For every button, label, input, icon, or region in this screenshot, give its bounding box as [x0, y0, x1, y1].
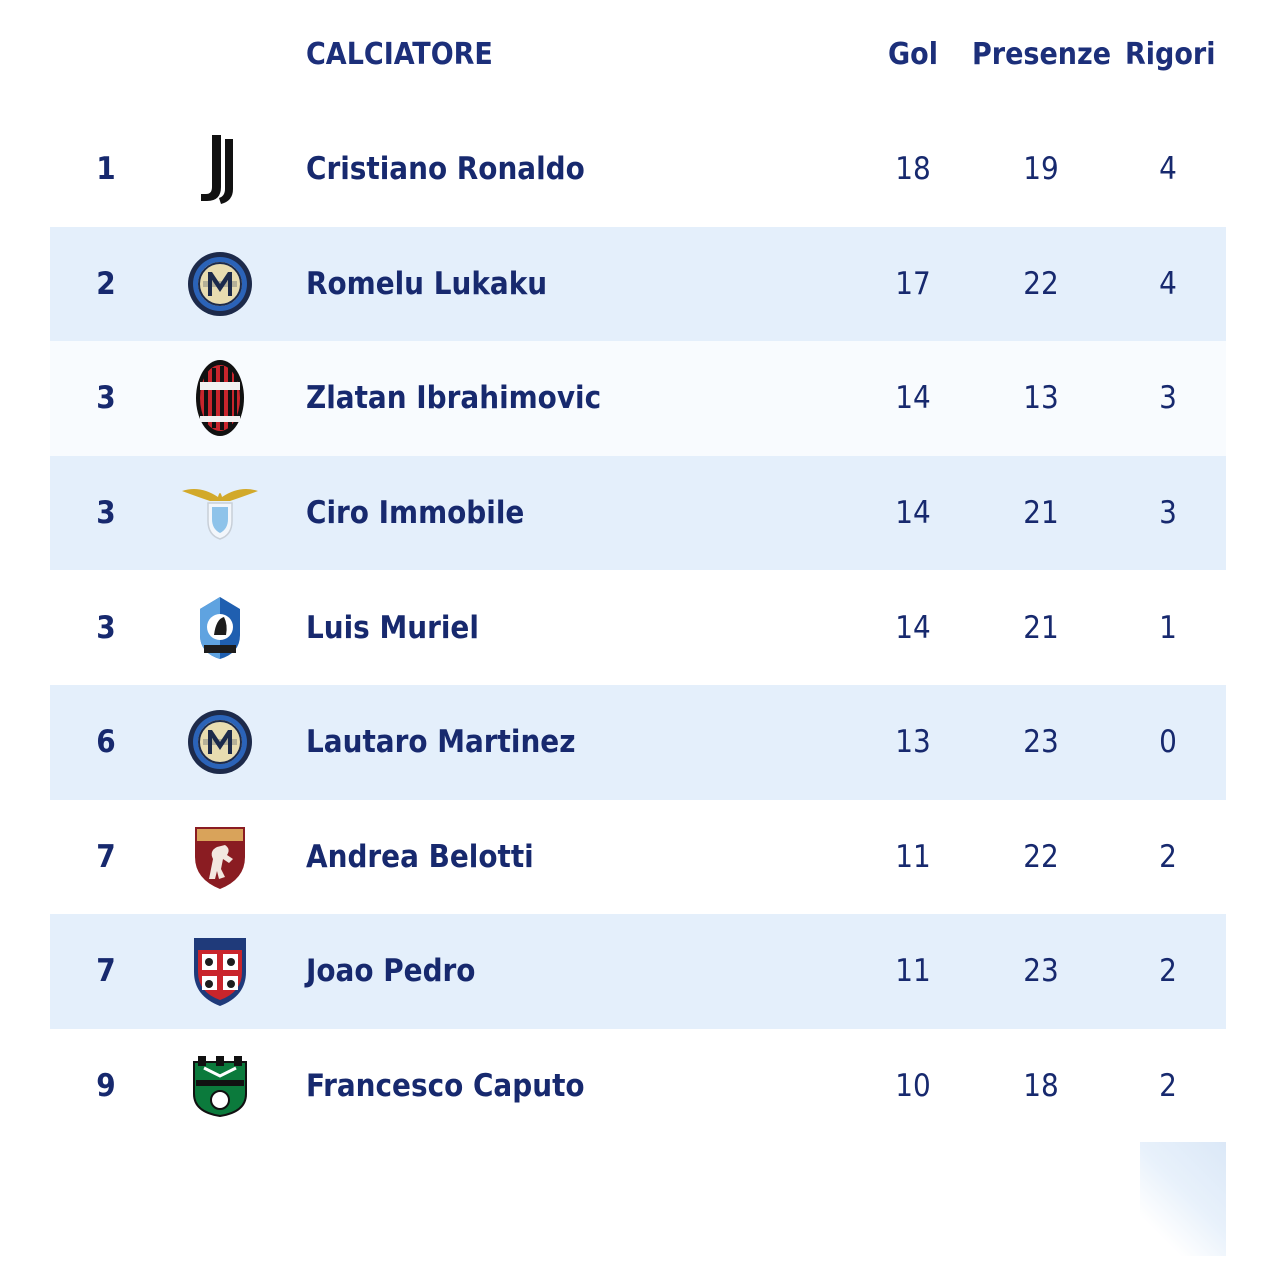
- cagliari-logo-icon: [178, 914, 262, 1029]
- rank-cell: 6: [96, 724, 116, 761]
- rank-cell: 9: [96, 1068, 116, 1105]
- corner-decoration: [1140, 1142, 1226, 1256]
- penalties-cell: 3: [1159, 495, 1177, 532]
- table-header: CALCIATORE Gol Presenze Rigori: [50, 0, 1226, 112]
- goals-cell: 17: [895, 265, 931, 302]
- rank-cell: 3: [96, 609, 116, 646]
- rank-cell: 2: [96, 265, 116, 302]
- goals-cell: 14: [895, 609, 931, 646]
- table-row[interactable]: 2 Romelu Lukaku 17 22 4: [50, 226, 1226, 342]
- player-name[interactable]: Ciro Immobile: [306, 495, 525, 532]
- penalties-cell: 4: [1159, 151, 1177, 188]
- player-name[interactable]: Joao Pedro: [306, 953, 476, 990]
- appearances-cell: 21: [1023, 609, 1059, 646]
- table-row[interactable]: 9 Francesco Caputo 10 18 2: [50, 1028, 1226, 1144]
- table-row[interactable]: 1 Cristiano Ronaldo 18 19 4: [50, 112, 1226, 227]
- rank-cell: 7: [96, 838, 116, 875]
- rank-cell: 7: [96, 953, 116, 990]
- penalties-cell: 0: [1159, 724, 1177, 761]
- appearances-cell: 19: [1023, 151, 1059, 188]
- penalties-cell: 2: [1159, 953, 1177, 990]
- header-player[interactable]: CALCIATORE: [306, 37, 493, 72]
- atalanta-logo-icon: [178, 570, 262, 685]
- goals-cell: 11: [895, 953, 931, 990]
- goals-cell: 14: [895, 380, 931, 417]
- header-goals[interactable]: Gol: [888, 37, 938, 72]
- player-name[interactable]: Zlatan Ibrahimovic: [306, 380, 602, 417]
- player-name[interactable]: Andrea Belotti: [306, 838, 534, 875]
- header-appearances[interactable]: Presenze: [972, 37, 1112, 72]
- juventus-logo-icon: [178, 112, 262, 227]
- appearances-cell: 23: [1023, 953, 1059, 990]
- rank-cell: 3: [96, 495, 116, 532]
- table-row[interactable]: 6 Lautaro Martinez 13 23 0: [50, 684, 1226, 800]
- player-name[interactable]: Luis Muriel: [306, 609, 479, 646]
- goals-cell: 13: [895, 724, 931, 761]
- sassuolo-logo-icon: [178, 1029, 262, 1144]
- inter-logo-icon: [178, 227, 262, 342]
- player-name[interactable]: Romelu Lukaku: [306, 265, 548, 302]
- goals-cell: 14: [895, 495, 931, 532]
- player-name[interactable]: Cristiano Ronaldo: [306, 151, 585, 188]
- appearances-cell: 13: [1023, 380, 1059, 417]
- goals-cell: 10: [895, 1068, 931, 1105]
- penalties-cell: 2: [1159, 1068, 1177, 1105]
- table-row[interactable]: 3 Ciro Immobile 14 21 3: [50, 455, 1226, 571]
- appearances-cell: 22: [1023, 265, 1059, 302]
- appearances-cell: 18: [1023, 1068, 1059, 1105]
- penalties-cell: 4: [1159, 265, 1177, 302]
- milan-logo-icon: [178, 341, 262, 456]
- goals-cell: 11: [895, 838, 931, 875]
- table-row[interactable]: 7 Andrea Belotti 11 22 2: [50, 799, 1226, 915]
- scorers-table: 1 Cristiano Ronaldo 18 19 4 2: [50, 112, 1226, 1144]
- rank-cell: 3: [96, 380, 116, 417]
- header-penalties[interactable]: Rigori: [1125, 37, 1216, 72]
- appearances-cell: 21: [1023, 495, 1059, 532]
- table-row[interactable]: 7 Joao Pedro 11 23 2: [50, 914, 1226, 1029]
- torino-logo-icon: [178, 800, 262, 915]
- rank-cell: 1: [96, 151, 116, 188]
- table-row[interactable]: 3 Zlatan Ibrahimovic 14 13 3: [50, 341, 1226, 456]
- player-name[interactable]: Lautaro Martinez: [306, 724, 576, 761]
- goals-cell: 18: [895, 151, 931, 188]
- penalties-cell: 2: [1159, 838, 1177, 875]
- inter-logo-icon: [178, 685, 262, 800]
- appearances-cell: 23: [1023, 724, 1059, 761]
- table-row[interactable]: 3 Luis Muriel 14 21 1: [50, 570, 1226, 685]
- penalties-cell: 1: [1159, 609, 1177, 646]
- player-name[interactable]: Francesco Caputo: [306, 1068, 585, 1105]
- penalties-cell: 3: [1159, 380, 1177, 417]
- appearances-cell: 22: [1023, 838, 1059, 875]
- lazio-logo-icon: [178, 456, 262, 571]
